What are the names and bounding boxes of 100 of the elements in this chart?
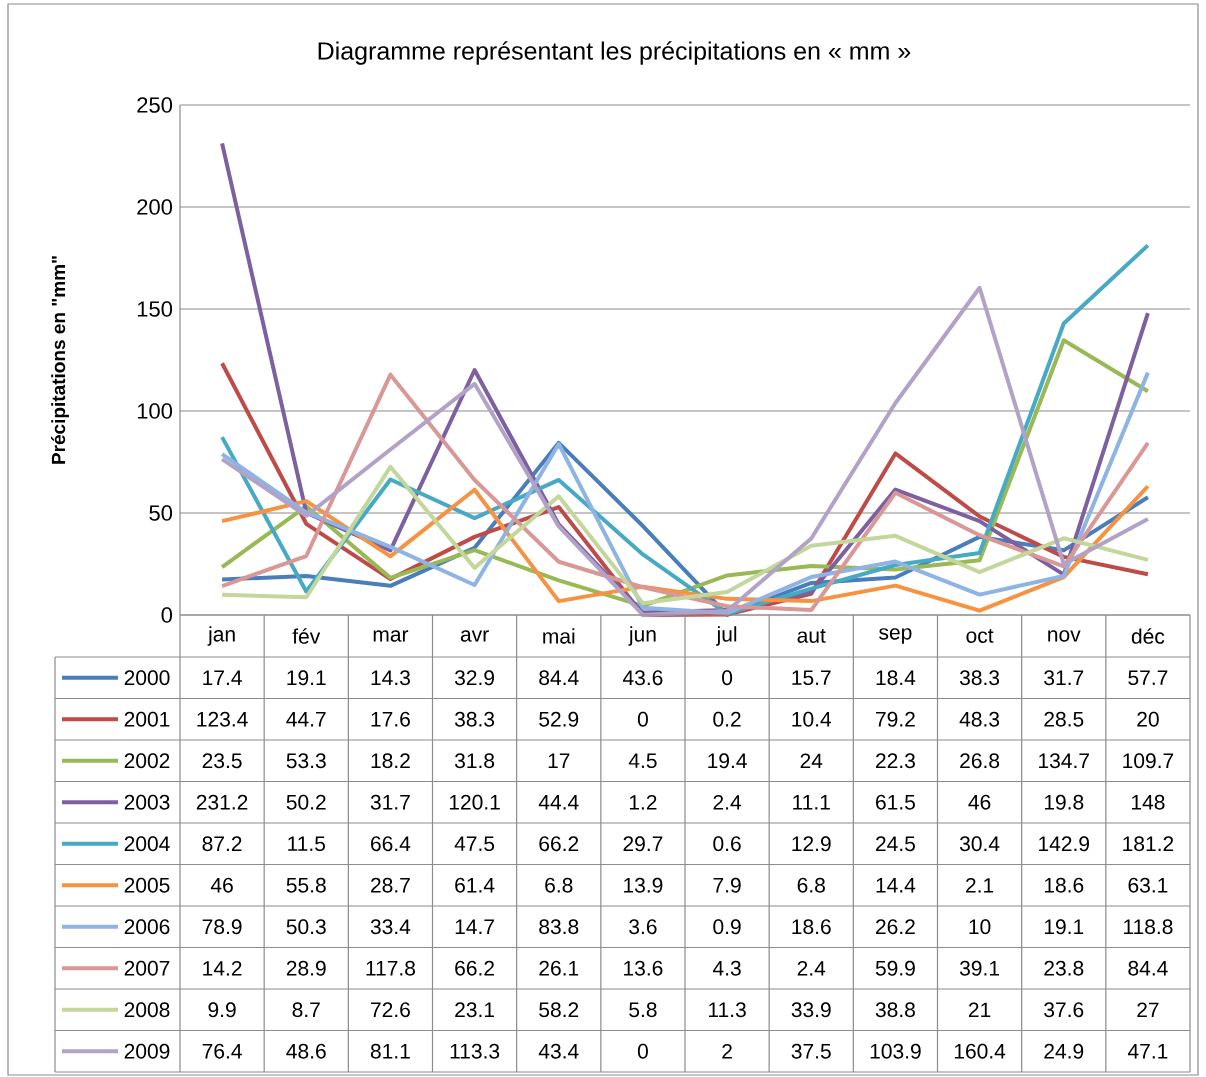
data-label: 22.3 <box>876 753 915 769</box>
data-label: 7.9 <box>713 877 741 893</box>
data-label: 5.8 <box>629 1002 657 1018</box>
data-label: 26.8 <box>960 753 1000 769</box>
y-axis-title: Précipitations en "mm" <box>51 256 69 464</box>
y-tick-label: 50 <box>149 505 173 521</box>
data-label: 0.9 <box>713 919 741 935</box>
legend-label: 2008 <box>124 1002 170 1018</box>
data-label: 18.2 <box>371 753 410 769</box>
data-label: 66.2 <box>455 960 494 976</box>
data-label: 8.7 <box>292 1002 320 1018</box>
data-label: 118.8 <box>1124 919 1173 935</box>
data-label: 28.5 <box>1044 711 1084 727</box>
y-tick-label: 150 <box>137 301 173 317</box>
data-label: 14.2 <box>203 960 242 976</box>
data-label: 39.1 <box>959 960 999 976</box>
data-label: 20 <box>1137 711 1159 727</box>
x-tick-label: jul <box>716 626 737 646</box>
data-label: 17.6 <box>371 711 410 727</box>
y-tick-label: 200 <box>137 199 173 215</box>
data-label: 52.9 <box>539 711 579 727</box>
data-label: 43.4 <box>538 1043 579 1059</box>
data-label: 37.5 <box>791 1043 831 1059</box>
data-label: 66.4 <box>371 836 411 852</box>
data-label: 37.6 <box>1044 1002 1084 1018</box>
data-label: 12.9 <box>792 836 831 852</box>
data-label: 66.2 <box>539 836 579 852</box>
data-label: 103.9 <box>870 1043 921 1059</box>
data-label: 14.4 <box>876 878 916 893</box>
data-label: 28.7 <box>371 877 410 893</box>
data-label: 19.8 <box>1044 794 1084 810</box>
legend-label: 2002 <box>124 753 170 769</box>
data-label: 1.2 <box>629 794 657 810</box>
data-label: 2.4 <box>713 794 742 810</box>
data-label: 2 <box>722 1043 732 1059</box>
x-tick-label: déc <box>1131 628 1165 644</box>
data-label: 72.6 <box>371 1002 410 1018</box>
data-label: 38.3 <box>454 711 495 727</box>
data-label: 11.3 <box>709 1002 746 1018</box>
data-label: 46 <box>210 877 233 893</box>
data-label: 14.3 <box>371 670 410 686</box>
data-label: 9.9 <box>208 1002 236 1018</box>
legend-label: 2003 <box>124 794 170 810</box>
data-label: 33.9 <box>791 1002 831 1018</box>
data-label: 11.5 <box>288 836 326 852</box>
data-label: 148 <box>1132 794 1165 810</box>
legend-label: 2005 <box>124 877 170 893</box>
data-label: 57.7 <box>1128 670 1168 686</box>
x-tick-label: nov <box>1048 630 1081 642</box>
data-label: 13.6 <box>624 960 663 976</box>
data-label: 31.8 <box>454 753 495 769</box>
y-tick-label: 250 <box>137 97 173 113</box>
data-label: 23.1 <box>455 1002 494 1018</box>
data-label: 17 <box>548 753 570 768</box>
data-label: 27 <box>1137 1002 1159 1018</box>
data-label: 50.3 <box>286 919 326 935</box>
data-label: 3.6 <box>629 919 657 935</box>
data-label: 78.9 <box>202 919 242 935</box>
data-label: 19.1 <box>1044 919 1084 935</box>
x-tick-label: jun <box>628 626 656 646</box>
data-label: 2.4 <box>797 960 826 976</box>
data-label: 134.7 <box>1039 753 1089 769</box>
data-label: 18.6 <box>792 919 831 935</box>
data-label: 109.7 <box>1123 753 1174 769</box>
data-label: 59.9 <box>875 960 915 976</box>
data-label: 123.4 <box>197 711 248 727</box>
data-label: 14.7 <box>455 919 494 934</box>
data-label: 33.4 <box>370 919 411 935</box>
data-label: 26.2 <box>876 919 915 935</box>
data-label: 38.8 <box>875 1002 915 1018</box>
data-label: 21 <box>968 1002 991 1018</box>
data-label: 113.3 <box>450 1043 500 1059</box>
data-label: 32.9 <box>454 670 494 686</box>
data-label: 24.9 <box>1044 1043 1084 1059</box>
data-label: 53.3 <box>286 753 326 769</box>
data-label: 19.4 <box>708 753 747 769</box>
x-tick-label: mai <box>543 628 575 644</box>
data-label: 18.6 <box>1044 877 1084 893</box>
data-label: 87.2 <box>202 836 242 852</box>
data-label: 6.8 <box>545 877 573 893</box>
x-tick-label: aut <box>797 629 826 643</box>
data-label: 43.6 <box>622 670 663 686</box>
data-label: 4.5 <box>628 753 657 769</box>
legend-label: 2006 <box>124 919 170 935</box>
data-label: 117.8 <box>366 960 415 976</box>
data-label: 0.2 <box>713 711 741 727</box>
data-label: 44.4 <box>538 795 579 810</box>
data-label: 0 <box>637 1043 648 1059</box>
data-label: 61.4 <box>455 877 495 893</box>
x-tick-label: fév <box>292 628 321 644</box>
data-label: 79.2 <box>876 711 915 727</box>
data-label: 10.4 <box>792 711 832 727</box>
x-tick-label: avr <box>460 630 489 642</box>
data-label: 18.4 <box>876 670 916 686</box>
data-label: 24.5 <box>876 836 915 852</box>
data-label: 142.9 <box>1039 836 1090 852</box>
data-label: 38.3 <box>959 670 1000 686</box>
x-tick-label: jan <box>207 626 235 646</box>
chart-title: Diagramme représentant les précipitations en « mm » <box>318 41 911 65</box>
legend-label: 2007 <box>124 960 170 976</box>
